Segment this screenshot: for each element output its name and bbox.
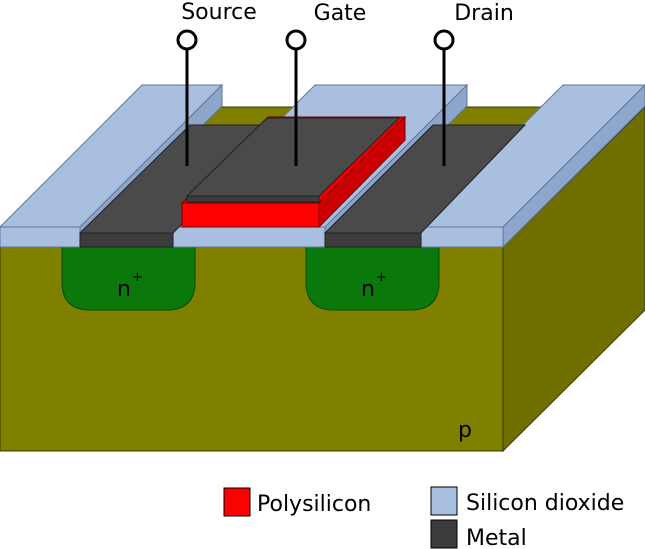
legend-metal-swatch [430,519,458,549]
n-plus-well-right [305,246,440,311]
legend-metal-label: Metal [466,526,527,549]
legend: Polysilicon Silicon dioxide Metal [223,486,624,549]
gate-oxide-front [172,226,326,248]
gate-label: Gate [314,1,367,26]
left-n-plus-label: n [117,277,131,302]
right-n-plus-label: n [361,277,375,302]
legend-oxide-swatch [430,486,458,516]
source-metal-front [79,232,174,248]
drain-metal-front [324,232,422,248]
gate-terminal-icon[interactable] [285,29,307,51]
gate-metal-front [186,195,320,203]
right-n-plus-sup: + [376,270,387,285]
drain-terminal-icon[interactable] [433,29,455,51]
substrate-label: p [458,418,472,443]
legend-polysilicon-label: Polysilicon [257,492,371,517]
oxide-left-front [0,226,81,248]
legend-polysilicon-swatch [223,487,251,517]
source-label: Source [181,0,257,25]
oxide-right-front [420,226,504,248]
source-terminal-icon[interactable] [176,29,198,51]
polysilicon-front [181,202,320,228]
left-n-plus-sup: + [132,270,143,285]
legend-oxide-label: Silicon dioxide [466,491,624,516]
n-plus-well-left [61,246,196,311]
drain-label: Drain [454,1,514,26]
